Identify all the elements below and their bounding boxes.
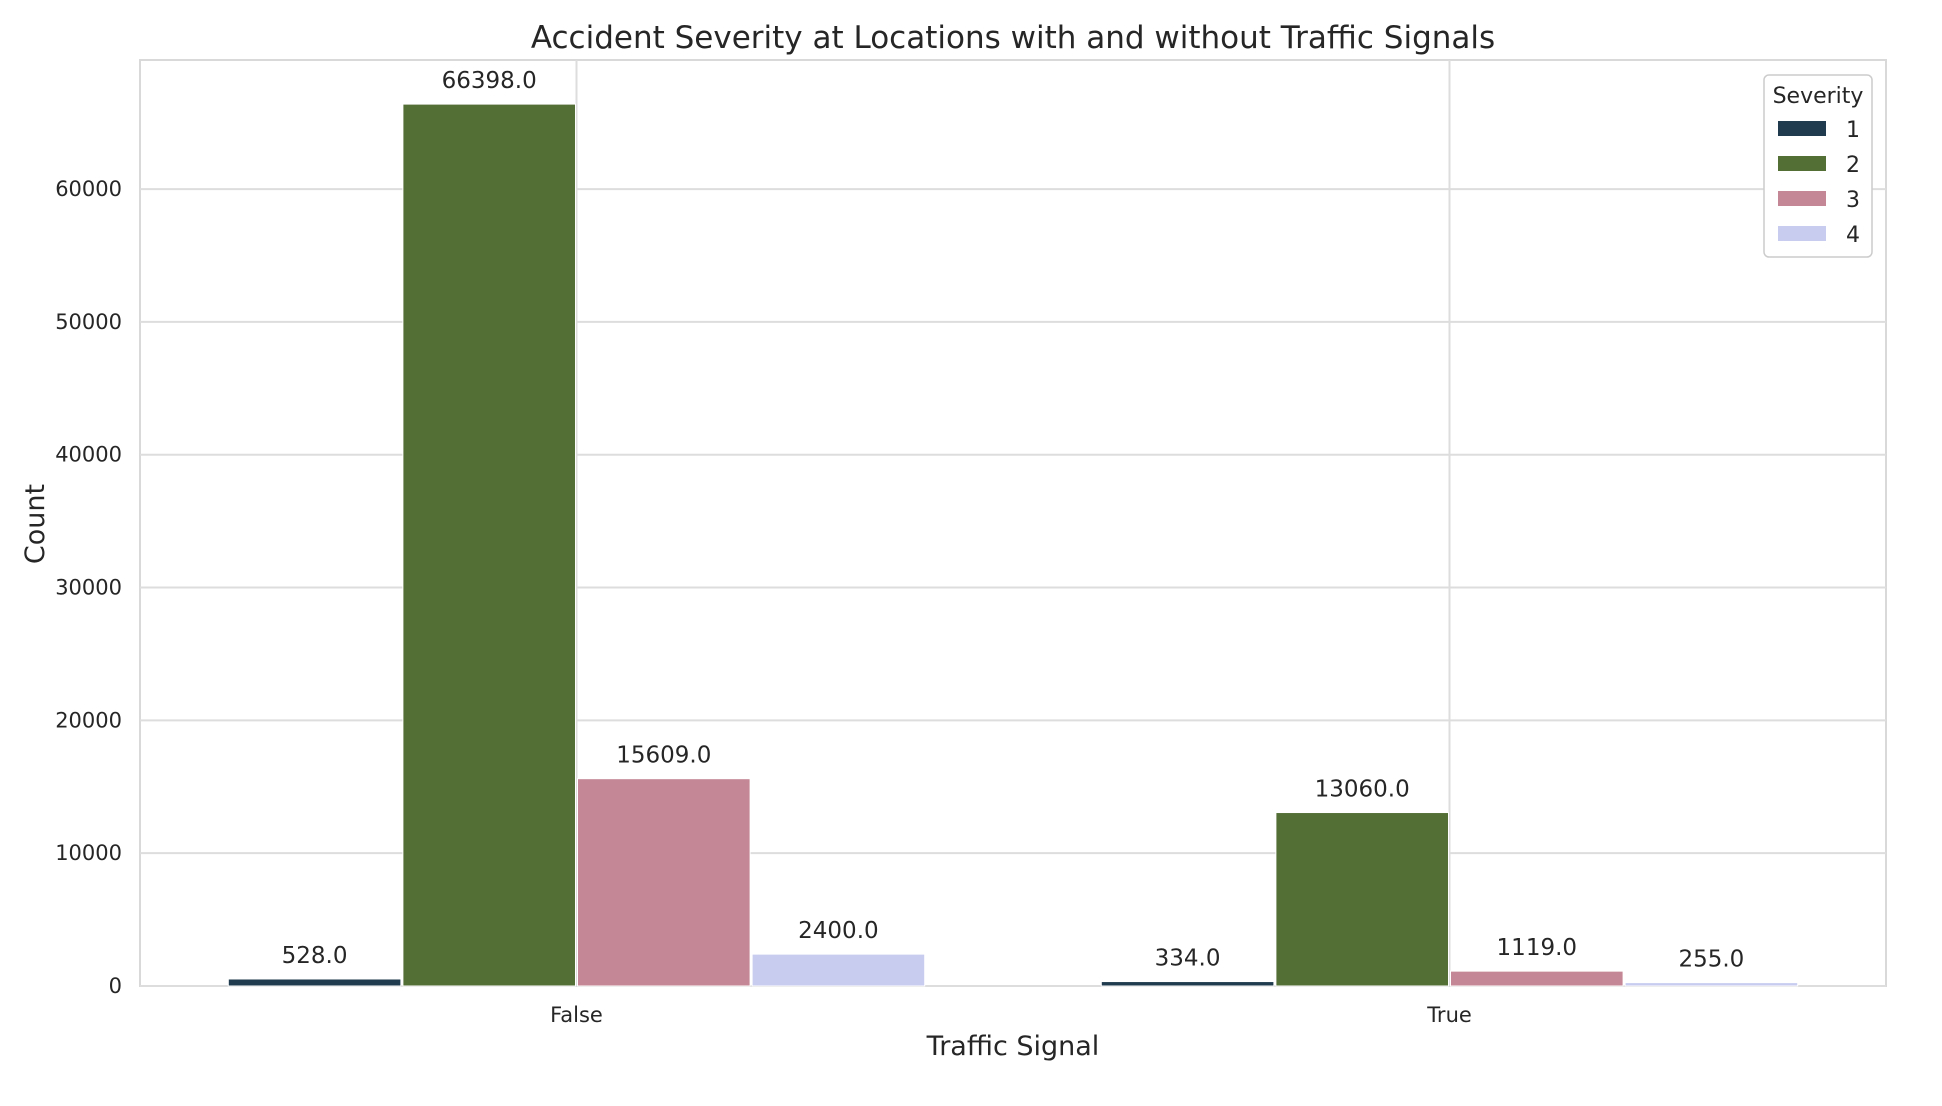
chart-title: Accident Severity at Locations with and … [531,20,1495,56]
legend-label: 2 [1846,153,1860,178]
data-label: 1119.0 [1497,935,1577,961]
data-label: 528.0 [282,943,348,969]
y-tick-label: 20000 [55,708,122,732]
plot-background [139,59,1887,987]
data-label: 13060.0 [1315,777,1410,803]
bar-severity-3-false [577,778,751,987]
legend-swatch [1778,156,1826,171]
legend-swatch [1778,121,1826,136]
tick-labels: 0 10000 20000 30000 40000 50000 60000 False True [55,177,1472,1027]
bars [227,103,1799,987]
bar-severity-3-true [1450,970,1624,987]
bar-severity-1-false [227,978,402,987]
y-tick-label: 10000 [55,841,122,865]
data-label: 15609.0 [616,743,711,769]
legend-label: 3 [1846,188,1860,213]
x-tick-label: True [1426,1003,1472,1027]
bar-severity-2-true [1275,812,1450,987]
data-label: 334.0 [1155,946,1221,972]
legend-swatch [1778,191,1826,206]
y-tick-label: 30000 [55,576,122,600]
x-tick-label: False [550,1003,603,1027]
legend-label: 4 [1846,223,1860,248]
bar-severity-1-true [1100,981,1275,987]
x-axis-title: Traffic Signal [926,1031,1100,1062]
y-axis-title: Count [20,484,51,564]
legend: Severity 1 2 3 4 [1763,74,1873,258]
data-label: 66398.0 [442,68,537,94]
y-tick-label: 60000 [55,177,122,201]
legend-swatch [1778,226,1826,241]
bar-severity-4-false [751,953,926,987]
data-label: 2400.0 [798,918,878,944]
y-tick-label: 40000 [55,443,122,467]
legend-label: 1 [1846,118,1860,143]
legend-title: Severity [1773,84,1864,109]
data-labels: 528.0 66398.0 15609.0 2400.0 334.0 13060.0 111… [282,68,1745,973]
y-tick-label: 0 [109,974,122,998]
bar-severity-4-true [1624,982,1799,987]
y-tick-label: 50000 [55,310,122,334]
bar-severity-2-false [402,103,576,987]
data-label: 255.0 [1678,947,1744,973]
